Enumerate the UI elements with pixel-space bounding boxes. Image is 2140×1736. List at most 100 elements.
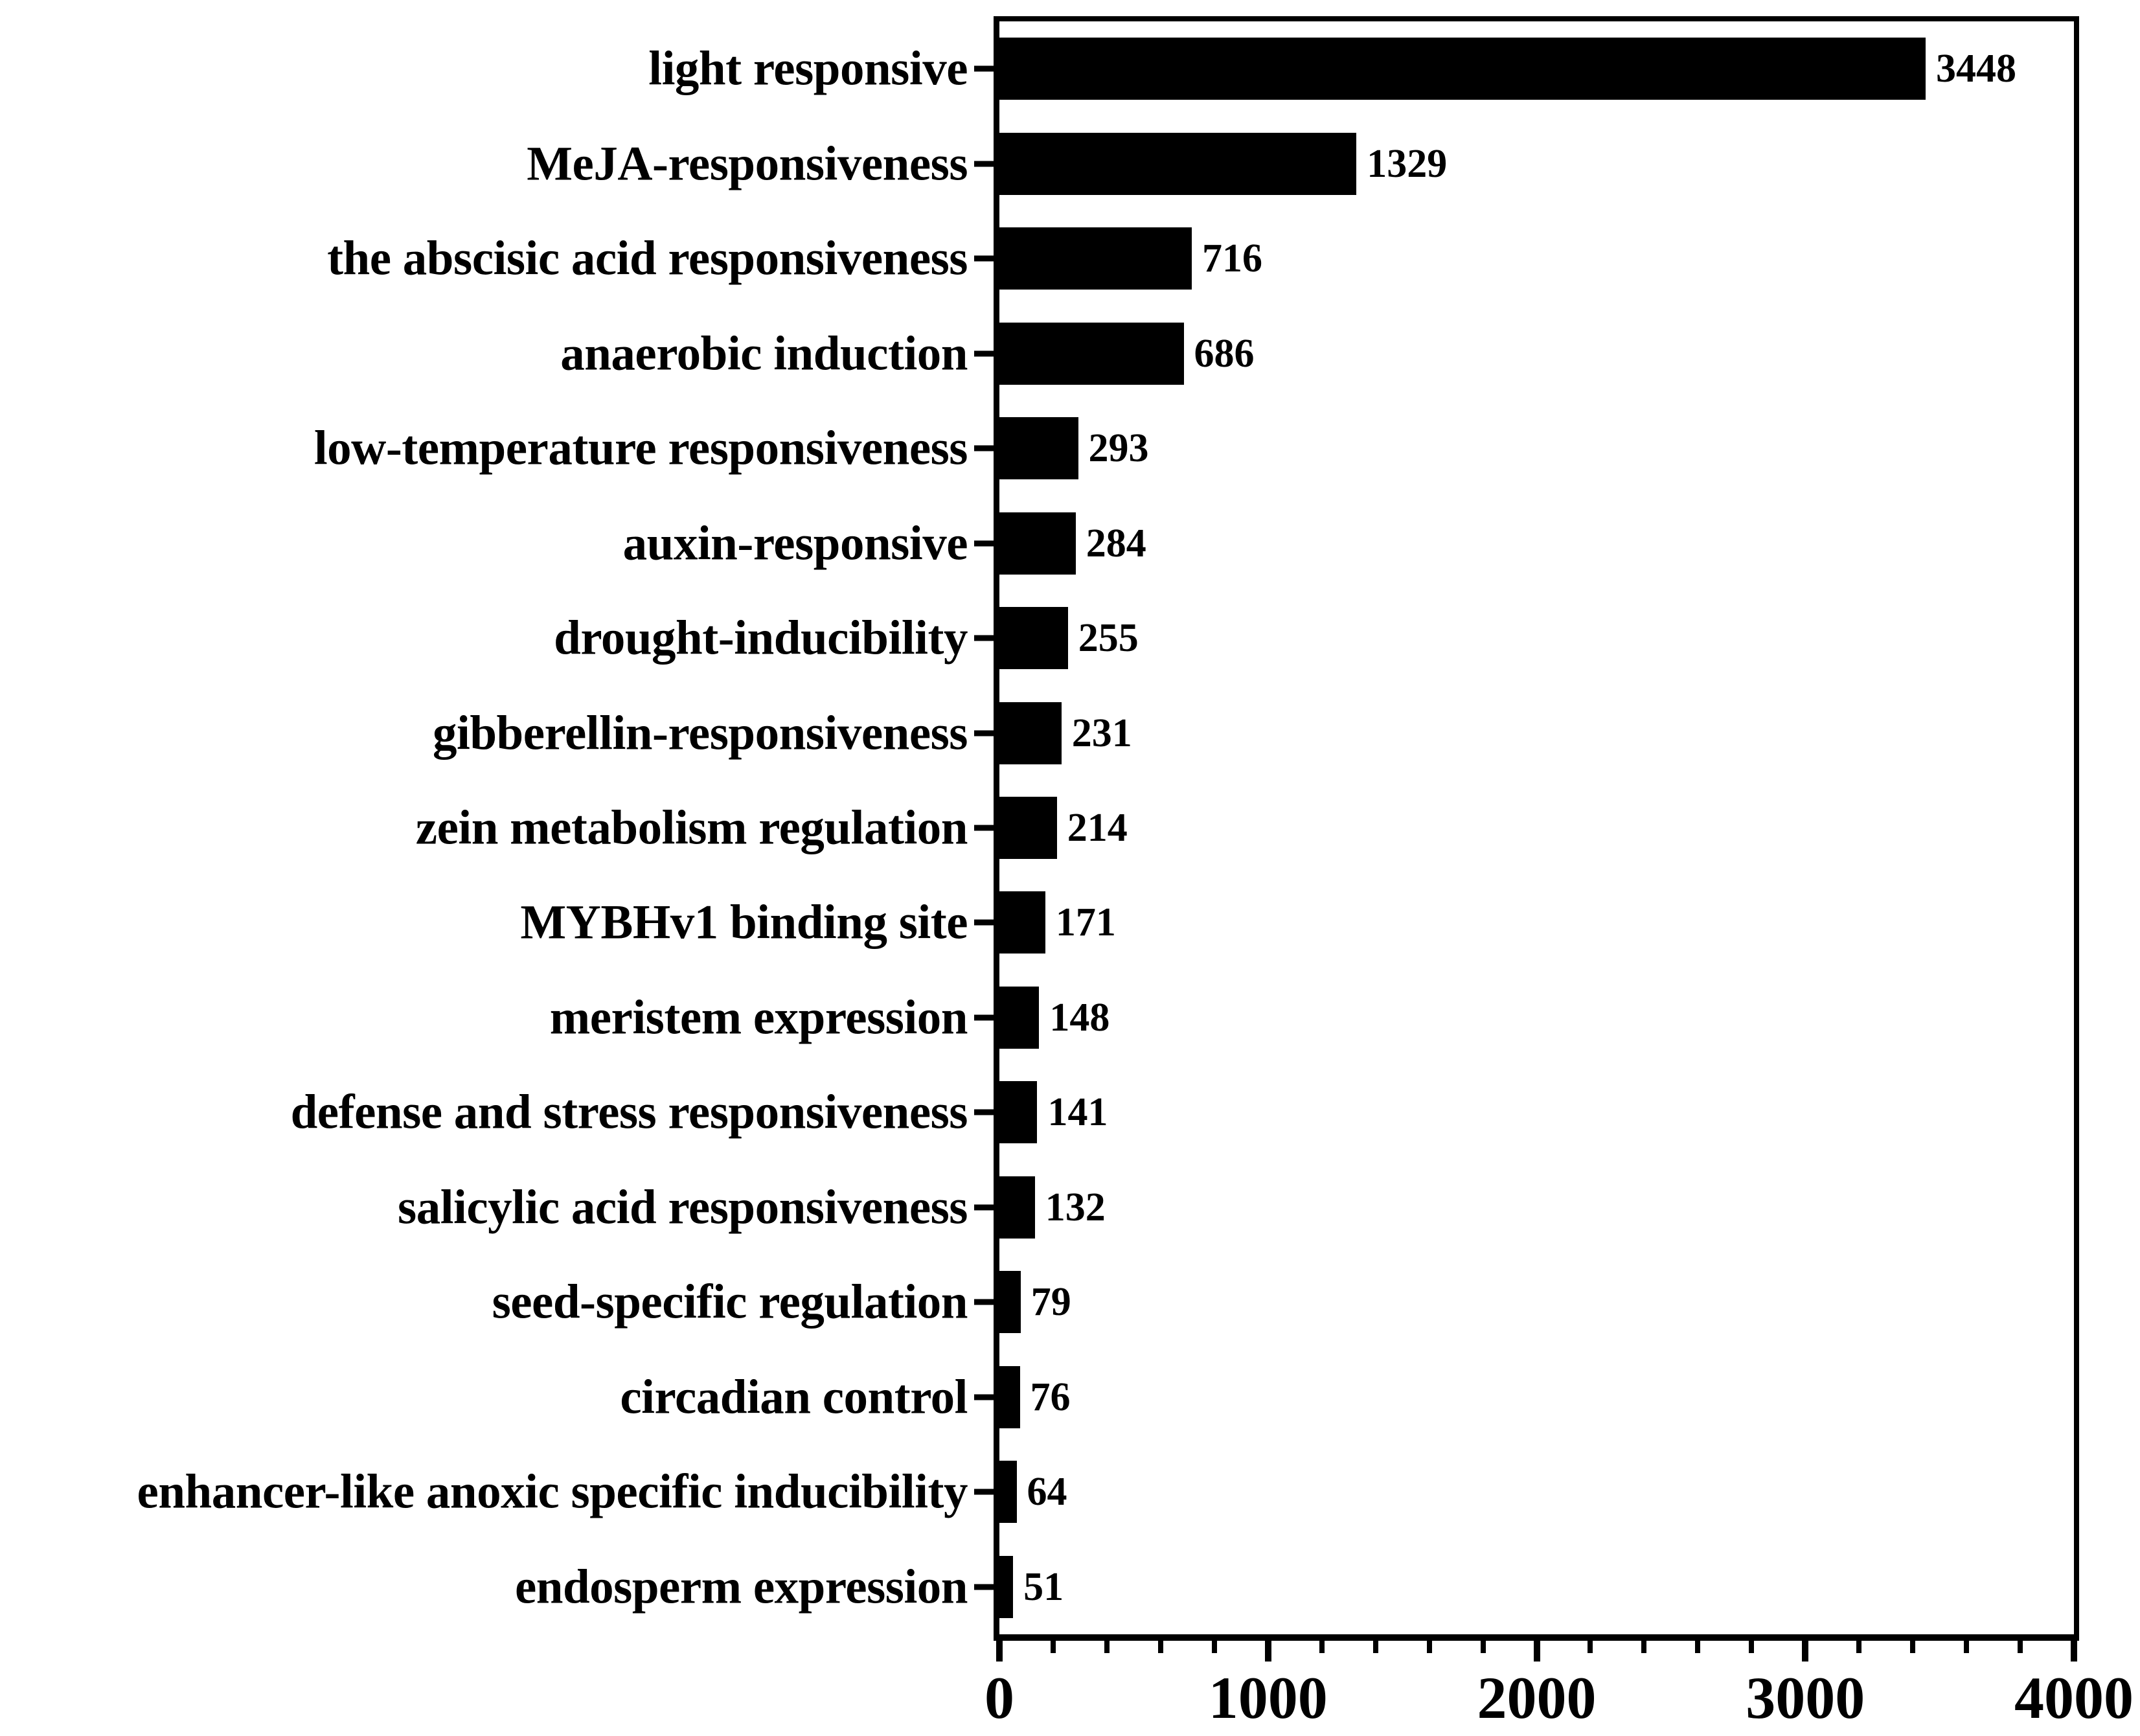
bar xyxy=(999,796,1057,859)
bar xyxy=(999,38,1926,100)
category-label: salicylic acid responsiveness xyxy=(398,1180,968,1235)
x-axis-major-tick xyxy=(996,1641,1003,1662)
bar-row: circadian control 76 xyxy=(620,1350,2074,1445)
x-axis-minor-tick xyxy=(1157,1641,1163,1653)
y-axis-tick xyxy=(974,919,994,926)
y-axis-tick xyxy=(974,255,994,262)
x-axis-minor-tick xyxy=(1050,1641,1056,1653)
bar xyxy=(999,512,1076,575)
x-axis-minor-tick xyxy=(1426,1641,1432,1653)
bar-row: low-temperature responsiveness 293 xyxy=(314,401,2074,496)
y-axis-tick xyxy=(974,1299,994,1305)
bar xyxy=(999,417,1078,480)
x-axis-major-tick xyxy=(1533,1641,1540,1662)
bar-row: meristem expression 148 xyxy=(550,970,2074,1065)
category-label: meristem expression xyxy=(549,990,968,1045)
value-label: 141 xyxy=(1047,1090,1108,1135)
plot-inner: light responsive 3448 MeJA-responsiveness 1… xyxy=(137,21,2134,1728)
bar xyxy=(999,702,1062,764)
bar-row: gibberellin-responsiveness 231 xyxy=(433,685,2074,780)
value-label: 255 xyxy=(1078,616,1139,661)
x-axis-minor-tick xyxy=(1588,1641,1593,1653)
x-axis-minor-tick xyxy=(1695,1641,1701,1653)
bar xyxy=(999,607,1068,670)
x-axis-minor-tick xyxy=(1372,1641,1378,1653)
y-axis-tick xyxy=(974,540,994,547)
bar xyxy=(999,132,1357,195)
x-axis-tick-label: 3000 xyxy=(1746,1665,1865,1731)
bar xyxy=(999,891,1045,954)
bar-row: anaerobic induction 686 xyxy=(560,306,2074,400)
value-label: 293 xyxy=(1088,426,1149,471)
x-axis-minor-tick xyxy=(2018,1641,2023,1653)
bar-row: auxin-responsive 284 xyxy=(623,496,2074,590)
category-label: seed-specific regulation xyxy=(492,1275,968,1329)
value-label: 148 xyxy=(1049,995,1110,1040)
y-axis-tick xyxy=(974,1394,994,1400)
bar xyxy=(999,1365,1020,1428)
x-axis-minor-tick xyxy=(1856,1641,1862,1653)
x-axis-minor-tick xyxy=(1641,1641,1647,1653)
x-axis-tick-label: 2000 xyxy=(1477,1665,1597,1731)
value-label: 284 xyxy=(1086,521,1146,565)
value-label: 686 xyxy=(1194,331,1255,376)
category-label: gibberellin-responsiveness xyxy=(433,706,968,760)
y-axis-tick xyxy=(974,1109,994,1115)
y-axis-tick xyxy=(974,1014,994,1021)
category-label: zein metabolism regulation xyxy=(415,801,968,855)
bar xyxy=(999,1555,1014,1618)
x-axis-major-tick xyxy=(2071,1641,2077,1662)
category-label: the abscisic acid responsiveness xyxy=(327,231,968,286)
category-label: defense and stress responsiveness xyxy=(290,1085,968,1139)
value-label: 64 xyxy=(1027,1470,1067,1514)
value-label: 51 xyxy=(1023,1564,1064,1609)
value-label: 1329 xyxy=(1367,141,1448,186)
bar-row: endosperm expression 51 xyxy=(515,1540,2074,1634)
bar xyxy=(999,1176,1035,1239)
value-label: 716 xyxy=(1201,236,1262,281)
plot-area: light responsive 3448 MeJA-responsiveness 1… xyxy=(137,16,2134,1728)
bar-row: drought-inducibility 255 xyxy=(554,591,2074,685)
x-axis-minor-tick xyxy=(1910,1641,1916,1653)
y-axis-tick xyxy=(974,350,994,357)
bar xyxy=(999,322,1184,385)
y-axis-tick xyxy=(974,445,994,451)
value-label: 132 xyxy=(1045,1185,1106,1229)
y-axis-tick xyxy=(974,635,994,641)
x-axis-minor-tick xyxy=(1964,1641,1970,1653)
category-label: drought-inducibility xyxy=(554,611,968,665)
bar-row: zein metabolism regulation 214 xyxy=(416,781,2074,875)
x-axis-minor-tick xyxy=(1211,1641,1217,1653)
category-label: enhancer-like anoxic specific inducibili… xyxy=(137,1465,968,1519)
value-label: 79 xyxy=(1030,1280,1071,1325)
bar-row: seed-specific regulation 79 xyxy=(492,1255,2074,1349)
category-label: anaerobic induction xyxy=(560,326,968,381)
category-label: auxin-responsive xyxy=(622,516,968,571)
x-axis-minor-tick xyxy=(1480,1641,1486,1653)
bar-row: enhancer-like anoxic specific inducibili… xyxy=(137,1445,2074,1539)
bar xyxy=(999,986,1040,1049)
category-label: endosperm expression xyxy=(514,1560,968,1614)
value-label: 3448 xyxy=(1936,47,2017,91)
bar xyxy=(999,1461,1017,1524)
x-axis-tick-label: 0 xyxy=(985,1665,1014,1731)
y-axis-tick xyxy=(974,161,994,167)
y-axis-tick xyxy=(974,825,994,831)
x-axis-tick-label: 4000 xyxy=(2014,1665,2134,1731)
value-label: 214 xyxy=(1067,805,1128,850)
category-label: circadian control xyxy=(620,1370,968,1424)
y-axis-tick xyxy=(974,1489,994,1495)
category-label: low-temperature responsiveness xyxy=(313,421,968,475)
category-label: MYBHv1 binding site xyxy=(520,895,968,950)
category-label: MeJA-responsiveness xyxy=(527,137,968,191)
y-axis-tick xyxy=(974,1204,994,1211)
x-axis-major-tick xyxy=(1264,1641,1271,1662)
x-axis-tick-label: 1000 xyxy=(1208,1665,1328,1731)
bar xyxy=(999,1081,1038,1144)
bar-row: light responsive 3448 xyxy=(648,21,2074,116)
x-axis-minor-tick xyxy=(1319,1641,1325,1653)
y-axis-tick xyxy=(974,65,994,72)
value-label: 171 xyxy=(1055,900,1116,945)
y-axis-tick xyxy=(974,730,994,737)
